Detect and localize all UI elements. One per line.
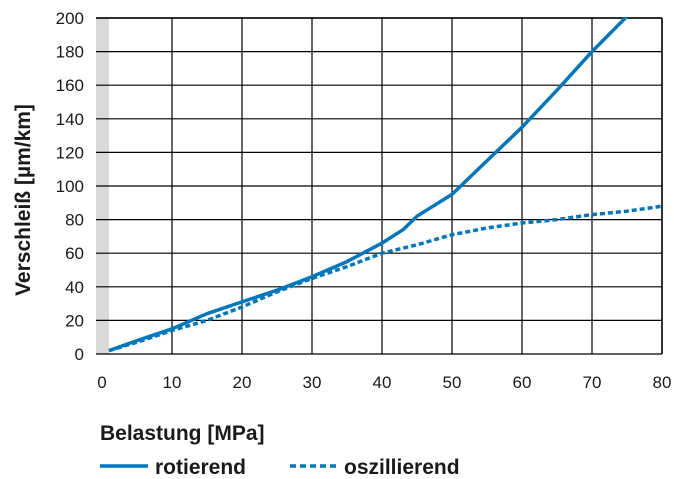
x-axis-label: Belastung [MPa] xyxy=(100,422,265,445)
series-line-rotierend xyxy=(108,17,629,353)
y-tick-label: 0 xyxy=(75,345,84,364)
x-tick-labels: 0 10 20 30 40 50 60 70 80 xyxy=(97,373,671,392)
y-tick-label: 40 xyxy=(65,278,84,297)
x-tick-label: 20 xyxy=(233,373,252,392)
legend-label-oszillierend: oszillierend xyxy=(344,456,460,479)
series-line-oszillierend xyxy=(108,204,662,353)
x-tick-label: 60 xyxy=(513,373,532,392)
grid xyxy=(96,17,663,355)
x-tick-label: 0 xyxy=(97,373,106,392)
y-tick-label: 120 xyxy=(56,143,84,162)
y-tick-label: 200 xyxy=(56,9,84,28)
x-tick-label: 70 xyxy=(583,373,602,392)
y-tick-label: 180 xyxy=(56,43,84,62)
x-tick-label: 80 xyxy=(653,373,672,392)
x-tick-label: 40 xyxy=(373,373,392,392)
legend: rotierend oszillierend xyxy=(100,456,460,479)
x-tick-label: 30 xyxy=(303,373,322,392)
y-tick-label: 100 xyxy=(56,177,84,196)
y-tick-label: 60 xyxy=(65,244,84,263)
y-axis-label: Verschleiß [µm/km] xyxy=(12,104,35,296)
x-tick-label: 10 xyxy=(163,373,182,392)
y-tick-label: 20 xyxy=(65,311,84,330)
x-tick-label: 50 xyxy=(443,373,462,392)
y-tick-label: 160 xyxy=(56,76,84,95)
legend-label-rotierend: rotierend xyxy=(155,456,246,479)
series-lines xyxy=(108,17,662,353)
y-tick-label: 80 xyxy=(65,211,84,230)
y-tick-label: 140 xyxy=(56,110,84,129)
y-tick-labels: 0 20 40 60 80 100 120 140 160 180 200 xyxy=(56,9,84,364)
